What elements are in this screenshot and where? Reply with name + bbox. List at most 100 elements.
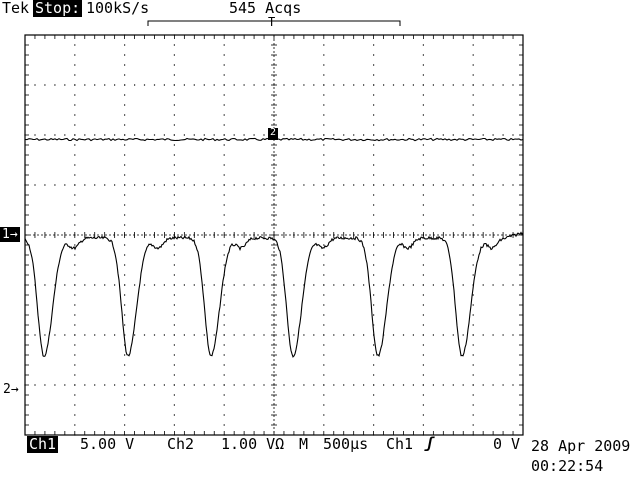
graticule-dot [323, 204, 325, 206]
graticule-dot [223, 214, 225, 216]
graticule-dot [124, 284, 126, 286]
graticule-dot [422, 274, 424, 276]
graticule-dot [74, 304, 76, 306]
graticule-dot [203, 284, 205, 286]
graticule-dot [124, 154, 126, 156]
graticule-dot [383, 384, 385, 386]
graticule-dot [173, 84, 175, 86]
graticule-dot [472, 264, 474, 266]
graticule-dot [183, 334, 185, 336]
graticule-dot [472, 114, 474, 116]
graticule-dot [74, 284, 76, 286]
graticule-dot [363, 84, 365, 86]
graticule-dot [34, 334, 36, 336]
graticule-dot [143, 84, 146, 86]
channel-1-label: Ch1 [27, 435, 59, 453]
graticule-dot [392, 384, 395, 386]
graticule-dot [94, 284, 96, 286]
graticule-dot [124, 104, 126, 106]
graticule-dot [402, 384, 405, 386]
graticule-dot [74, 344, 76, 346]
graticule-dot [472, 194, 474, 196]
graticule-dot [74, 214, 76, 216]
graticule-dot [412, 134, 414, 136]
graticule-dot [173, 284, 175, 286]
graticule-dot [153, 134, 156, 136]
graticule-dot [373, 244, 375, 246]
graticule-dot [392, 84, 395, 86]
graticule-dot [223, 294, 225, 296]
graticule-dot [203, 384, 205, 386]
graticule-dot [402, 284, 405, 286]
graticule-dot [173, 364, 175, 366]
graticule-dot [223, 94, 225, 96]
graticule-dot [432, 334, 434, 336]
graticule-dot [363, 184, 365, 186]
graticule-dot [153, 384, 156, 386]
graticule-dot [373, 54, 375, 56]
graticule-dot [323, 324, 325, 326]
graticule-dot [512, 384, 514, 386]
graticule-dot [134, 384, 136, 386]
channel-1-trace [24, 231, 524, 358]
graticule-dot [283, 334, 285, 336]
graticule-dot [373, 264, 375, 266]
graticule-dot [512, 334, 514, 336]
graticule-dot [173, 124, 175, 126]
graticule-dot [74, 384, 76, 386]
channel-2-ground-marker: 2→ [3, 382, 19, 397]
graticule-dot [223, 374, 225, 376]
graticule-dot [84, 134, 86, 136]
graticule-dot [323, 264, 325, 266]
graticule-dot [373, 84, 375, 86]
channel-2-scale: 1.00 VΩ [221, 435, 285, 453]
graticule-dot [253, 134, 255, 136]
graticule-dot [163, 134, 165, 136]
graticule-dot [303, 334, 305, 336]
graticule-dot [472, 274, 474, 276]
graticule-dot [482, 84, 484, 86]
graticule-dot [203, 184, 205, 186]
graticule-dot [313, 284, 315, 286]
graticule-dot [392, 334, 395, 336]
graticule-dot [472, 224, 474, 226]
graticule-dot [54, 284, 56, 286]
graticule-grid [24, 34, 524, 436]
graticule-dot [263, 334, 265, 336]
channel-2-reference-marker-box [268, 128, 278, 140]
graticule-dot [472, 174, 474, 176]
graticule-dot [462, 384, 464, 386]
graticule-dot [213, 334, 215, 336]
graticule-dot [422, 364, 424, 366]
graticule-dot [313, 184, 315, 186]
graticule-dot [422, 144, 424, 146]
graticule-dot [74, 114, 76, 116]
graticule-dot [472, 144, 474, 146]
graticule-dot [94, 334, 96, 336]
graticule-dot [134, 184, 136, 186]
graticule-dot [373, 384, 375, 386]
graticule-dot [44, 134, 46, 136]
graticule-dot [223, 244, 225, 246]
graticule-dot [223, 44, 225, 46]
graticule-dot [422, 174, 424, 176]
graticule-dot [373, 224, 375, 226]
graticule-dot [253, 384, 255, 386]
graticule-dot [432, 84, 434, 86]
graticule-dot [64, 84, 66, 86]
graticule-dot [223, 74, 225, 76]
graticule-dot [512, 284, 514, 286]
graticule-dot [363, 284, 365, 286]
graticule-dot [213, 184, 215, 186]
trigger-source-readout: Ch1 [386, 435, 414, 453]
graticule-dot [462, 84, 464, 86]
graticule-dot [452, 384, 454, 386]
graticule-dot [223, 104, 225, 106]
graticule-dot [134, 134, 136, 136]
graticule-dot [373, 124, 375, 126]
graticule-dot [223, 384, 225, 386]
graticule-dot [422, 304, 424, 306]
graticule-dot [323, 354, 325, 356]
graticule-dot [143, 134, 146, 136]
graticule-dot [323, 44, 325, 46]
